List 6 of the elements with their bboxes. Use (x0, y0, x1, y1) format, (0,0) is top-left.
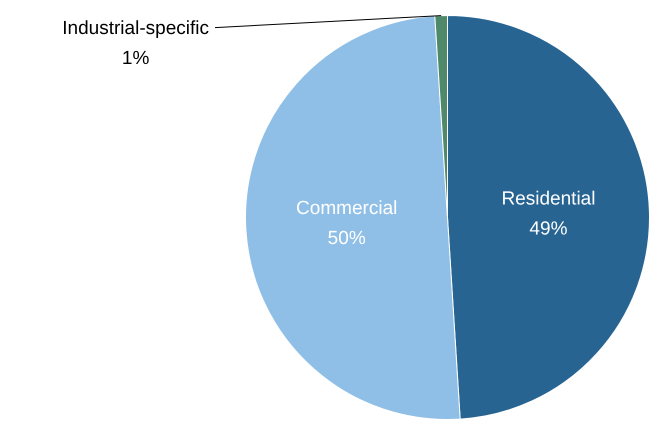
data-label: 1% (122, 48, 150, 69)
slice-label: Commercial (296, 198, 398, 220)
slice-label: Industrial-specific (62, 18, 209, 39)
data-label: 50% (328, 228, 366, 250)
slice-label: Residential (501, 188, 596, 210)
data-label: 49% (529, 218, 568, 240)
